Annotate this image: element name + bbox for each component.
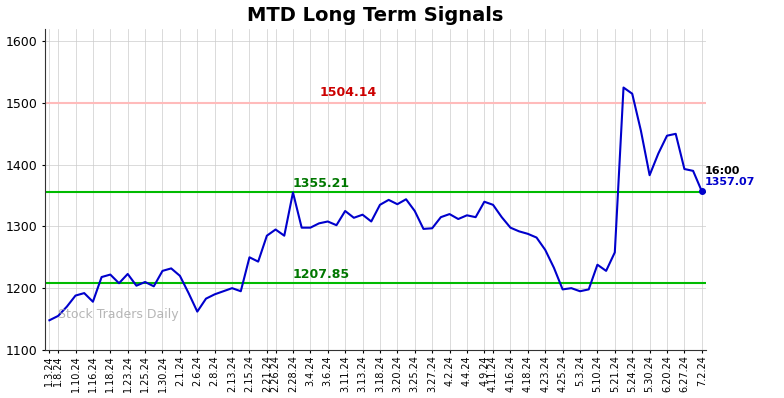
Text: 1504.14: 1504.14 xyxy=(319,86,376,99)
Text: Stock Traders Daily: Stock Traders Daily xyxy=(58,308,179,321)
Text: 1355.21: 1355.21 xyxy=(293,178,350,190)
Title: MTD Long Term Signals: MTD Long Term Signals xyxy=(248,6,504,25)
Text: 1207.85: 1207.85 xyxy=(293,268,350,281)
Text: 1357.07: 1357.07 xyxy=(704,177,755,187)
Text: 16:00: 16:00 xyxy=(704,166,740,176)
